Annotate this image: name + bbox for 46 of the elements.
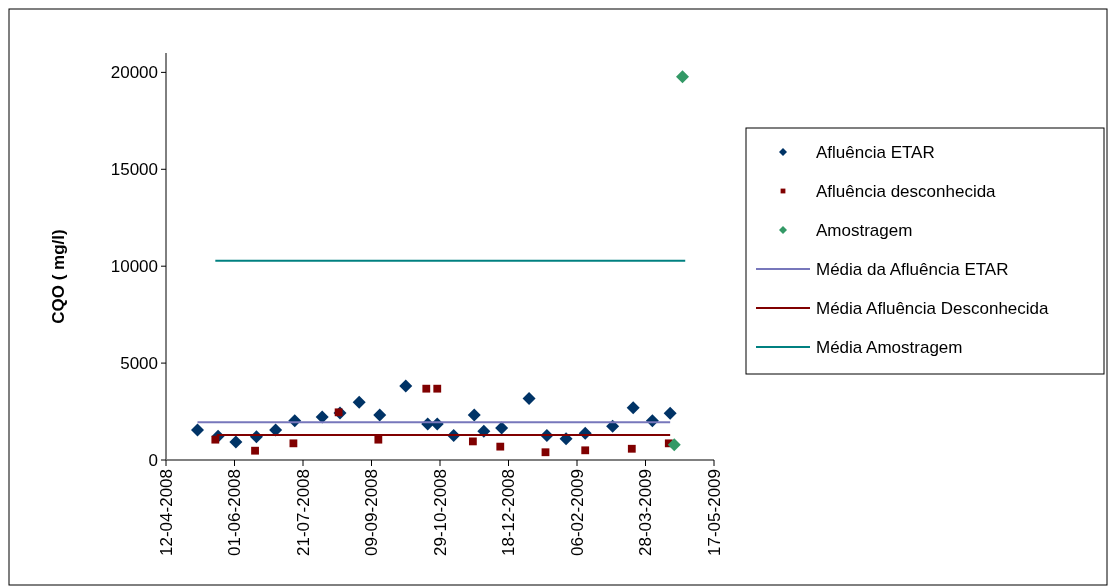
y-tick-label: 0 bbox=[148, 450, 158, 470]
point bbox=[433, 384, 442, 393]
y-tick-label: 15000 bbox=[110, 160, 158, 180]
point bbox=[675, 70, 689, 84]
x-tick-label: 21-07-2008 bbox=[293, 469, 313, 556]
x-tick-label: 29-10-2008 bbox=[430, 469, 450, 556]
point bbox=[352, 395, 366, 409]
legend-label: Média Amostragem bbox=[816, 337, 963, 357]
point bbox=[467, 408, 481, 422]
point bbox=[269, 423, 283, 437]
x-tick-label: 01-06-2008 bbox=[225, 469, 245, 556]
x-tick-label: 12-04-2008 bbox=[156, 469, 176, 556]
point bbox=[495, 421, 509, 435]
legend-label: Afluência ETAR bbox=[816, 142, 935, 162]
point bbox=[667, 438, 681, 452]
point bbox=[522, 392, 536, 406]
point bbox=[496, 442, 505, 451]
point bbox=[422, 384, 431, 393]
point bbox=[606, 419, 620, 433]
y-axis-title: CQO ( mg/l) bbox=[49, 229, 68, 324]
point bbox=[581, 446, 590, 455]
point bbox=[663, 406, 677, 420]
legend-label: Afluência desconhecida bbox=[816, 181, 997, 201]
x-tick-label: 28-03-2009 bbox=[636, 469, 656, 556]
y-tick-label: 5000 bbox=[120, 354, 158, 374]
point bbox=[251, 446, 259, 455]
point bbox=[627, 444, 636, 453]
legend-label: Amostragem bbox=[816, 220, 913, 240]
point bbox=[315, 410, 329, 424]
x-tick-label: 17-05-2009 bbox=[704, 469, 724, 556]
x-tick-label: 18-12-2008 bbox=[499, 469, 519, 556]
x-tick-label: 09-09-2008 bbox=[362, 469, 382, 556]
point bbox=[373, 408, 387, 422]
y-tick-label: 10000 bbox=[110, 257, 158, 277]
point bbox=[468, 437, 477, 446]
point bbox=[626, 401, 640, 415]
point bbox=[399, 379, 413, 393]
point bbox=[374, 435, 383, 444]
point bbox=[191, 423, 205, 437]
legend-label: Média Afluência Desconhecida bbox=[816, 298, 1050, 318]
point bbox=[229, 435, 243, 449]
point bbox=[541, 448, 550, 457]
legend-label: Média da Afluência ETAR bbox=[816, 259, 1009, 279]
y-tick-label: 20000 bbox=[110, 63, 158, 83]
x-tick-label: 06-02-2009 bbox=[567, 469, 587, 556]
point bbox=[289, 439, 298, 448]
